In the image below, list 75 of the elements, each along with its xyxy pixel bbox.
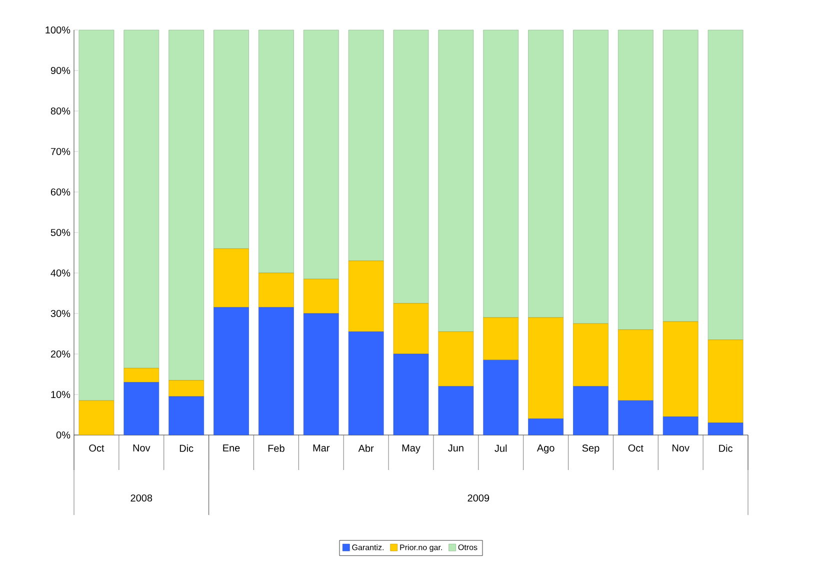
bar [303, 30, 339, 280]
bar [124, 382, 160, 436]
bar [438, 386, 474, 436]
bar [662, 416, 698, 436]
legend-label: Otros [458, 544, 478, 550]
bar [168, 380, 204, 397]
bar [618, 30, 654, 330]
bar [483, 317, 519, 360]
bar [528, 418, 564, 436]
y-tick-label: 80% [50, 107, 70, 115]
y-tick-label: 100% [46, 26, 70, 34]
legend-label: Prior.no gar. [400, 544, 442, 552]
bar [573, 30, 608, 324]
bar [78, 30, 114, 401]
bar [662, 30, 698, 322]
bar [618, 330, 654, 401]
x-tick-label: Sep [582, 444, 600, 454]
y-tick-label: 30% [50, 310, 70, 318]
bar [214, 307, 249, 436]
y-tick-label: 0% [56, 431, 70, 439]
bar [168, 30, 204, 380]
bar [438, 30, 474, 332]
bar [618, 400, 654, 436]
x-tick-label: Dic [719, 444, 732, 452]
bar [708, 422, 744, 436]
bar [303, 313, 339, 436]
x-tick-label: Ene [223, 444, 240, 452]
y-tick-label: 70% [50, 148, 70, 156]
x-tick-label: Nov [672, 444, 690, 452]
y-tick-label: 60% [50, 188, 70, 196]
bar [168, 396, 204, 436]
bar [124, 368, 160, 382]
bar [303, 278, 339, 314]
bar [214, 248, 249, 308]
y-tick-label: 50% [50, 228, 70, 236]
x-tick-label: Oct [89, 444, 104, 452]
x-tick-label: Feb [268, 444, 284, 452]
bar [528, 317, 564, 419]
bar [258, 272, 294, 308]
x-tick-label: May [402, 444, 420, 454]
bar [78, 400, 114, 436]
text: 2008 [130, 494, 152, 502]
bar [214, 30, 249, 249]
bar [573, 323, 608, 387]
x-tick-label: Mar [313, 444, 330, 452]
bar [708, 340, 744, 423]
y-tick-label: 20% [50, 350, 70, 358]
bar [393, 30, 429, 304]
x-tick-label: Dic [180, 444, 194, 452]
bar [438, 332, 474, 387]
bar [258, 307, 294, 436]
text: 2009 [468, 494, 490, 502]
x-tick-label: Jul [494, 444, 507, 452]
bar [393, 303, 429, 354]
bar [483, 360, 519, 436]
bar [258, 30, 294, 274]
bar [348, 332, 384, 436]
x-tick-label: Ago [536, 444, 554, 454]
bar [393, 354, 429, 436]
y-tick-label: 90% [50, 66, 70, 74]
bar [528, 30, 564, 318]
bar [483, 30, 519, 318]
x-tick-label: Nov [133, 444, 150, 452]
x-tick-label: Jun [448, 444, 464, 452]
bar [573, 386, 608, 436]
bar [124, 30, 160, 368]
x-tick-label: Oct [628, 444, 644, 452]
y-tick-label: 40% [50, 269, 70, 277]
bar [662, 321, 698, 417]
x-tick-label: Abr [358, 444, 374, 452]
bar [708, 30, 744, 340]
bar [348, 260, 384, 332]
bar [348, 30, 384, 261]
y-tick-label: 10% [51, 390, 70, 398]
legend-label: Garantiz. [352, 544, 384, 550]
